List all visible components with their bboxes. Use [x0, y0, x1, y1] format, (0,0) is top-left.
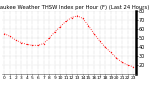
Title: Milwaukee Weather THSW Index per Hour (F) (Last 24 Hours): Milwaukee Weather THSW Index per Hour (F… [0, 5, 149, 10]
